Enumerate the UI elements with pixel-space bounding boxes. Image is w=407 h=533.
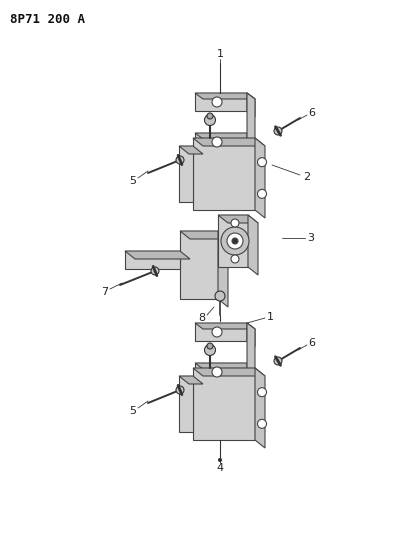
Circle shape (258, 189, 267, 198)
Polygon shape (125, 251, 190, 259)
Circle shape (231, 219, 239, 227)
Circle shape (207, 343, 213, 349)
Polygon shape (255, 138, 265, 218)
Circle shape (176, 386, 184, 394)
Circle shape (207, 113, 213, 119)
Polygon shape (195, 93, 247, 111)
Text: 8P71 200 A: 8P71 200 A (10, 13, 85, 26)
Circle shape (212, 367, 222, 377)
Circle shape (212, 97, 222, 107)
Text: 4: 4 (217, 463, 223, 473)
Circle shape (232, 238, 238, 244)
Polygon shape (180, 231, 228, 239)
Text: 1: 1 (217, 49, 223, 59)
Polygon shape (218, 215, 258, 223)
Polygon shape (247, 93, 255, 157)
Circle shape (274, 357, 282, 365)
Circle shape (151, 267, 159, 275)
Polygon shape (195, 323, 255, 329)
Text: 6: 6 (309, 338, 315, 348)
Polygon shape (179, 376, 203, 384)
Polygon shape (193, 138, 265, 146)
Polygon shape (247, 323, 255, 387)
Circle shape (221, 227, 249, 255)
Polygon shape (195, 133, 255, 139)
Polygon shape (195, 323, 247, 341)
Circle shape (219, 458, 221, 462)
Polygon shape (255, 368, 265, 448)
Polygon shape (195, 363, 247, 381)
Circle shape (227, 233, 243, 249)
Circle shape (258, 387, 267, 397)
Circle shape (212, 137, 222, 147)
Polygon shape (247, 133, 255, 157)
Polygon shape (248, 215, 258, 275)
Polygon shape (247, 93, 255, 117)
Polygon shape (195, 93, 255, 99)
Polygon shape (179, 146, 193, 202)
Polygon shape (247, 323, 255, 347)
Text: 2: 2 (304, 172, 311, 182)
Circle shape (258, 419, 267, 429)
Text: 8: 8 (199, 313, 206, 323)
Circle shape (215, 291, 225, 301)
Circle shape (176, 156, 184, 164)
Text: 6: 6 (309, 108, 315, 118)
Polygon shape (195, 133, 247, 151)
Circle shape (204, 115, 215, 125)
Circle shape (274, 127, 282, 135)
Circle shape (258, 158, 267, 167)
Polygon shape (193, 138, 255, 210)
Circle shape (212, 327, 222, 337)
Text: 3: 3 (308, 233, 315, 243)
Polygon shape (218, 231, 228, 307)
Text: 1: 1 (267, 312, 274, 322)
Polygon shape (193, 368, 265, 376)
Text: 5: 5 (129, 406, 136, 416)
Polygon shape (247, 363, 255, 387)
Circle shape (204, 344, 215, 356)
Text: 5: 5 (129, 176, 136, 186)
Circle shape (231, 255, 239, 263)
Polygon shape (193, 368, 255, 440)
Polygon shape (125, 251, 180, 269)
Polygon shape (195, 363, 255, 369)
Polygon shape (179, 146, 203, 154)
Polygon shape (218, 215, 248, 267)
Text: 7: 7 (101, 287, 109, 297)
Polygon shape (180, 231, 218, 299)
Polygon shape (179, 376, 193, 432)
